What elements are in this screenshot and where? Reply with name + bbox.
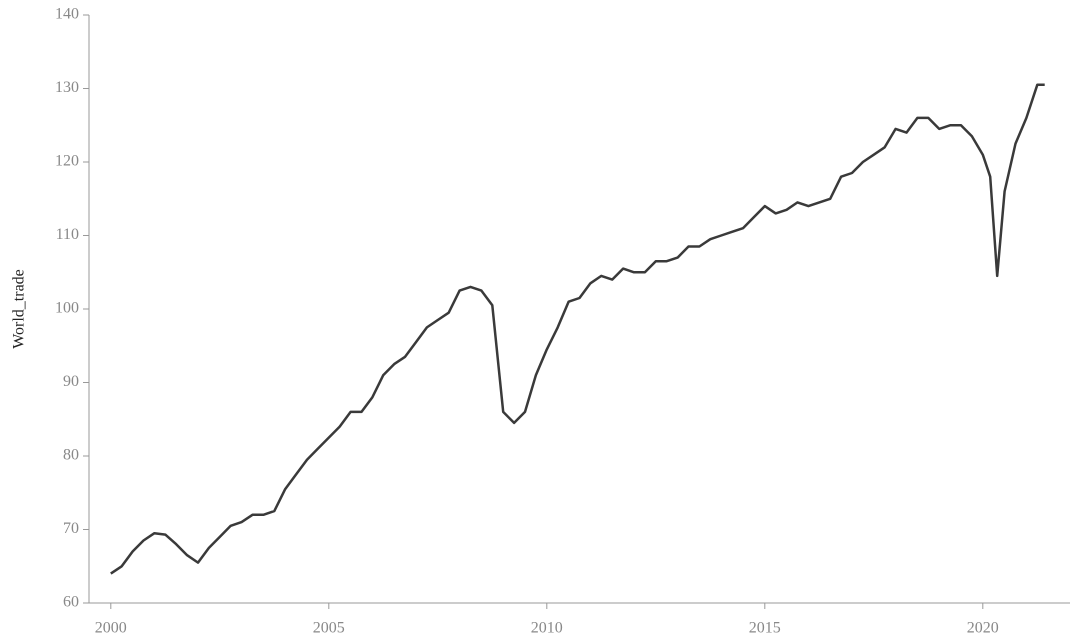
y-tick-label: 120: [55, 153, 79, 170]
y-tick-label: 140: [55, 6, 79, 23]
y-tick-label: 80: [63, 447, 79, 464]
y-tick-label: 130: [55, 79, 79, 96]
y-tick-label: 100: [55, 300, 79, 317]
x-tick-label: 2000: [95, 620, 127, 637]
x-tick-label: 2015: [749, 620, 781, 637]
x-tick-label: 2005: [313, 620, 345, 637]
x-tick-label: 2010: [531, 620, 563, 637]
y-tick-label: 60: [63, 594, 79, 611]
y-axis-label: World_trade: [11, 269, 28, 349]
line-series: [110, 83, 1045, 575]
y-tick-label: 110: [56, 226, 79, 243]
y-tick-label: 90: [63, 373, 79, 390]
y-tick-label: 70: [63, 520, 79, 537]
x-tick-label: 2020: [967, 620, 999, 637]
